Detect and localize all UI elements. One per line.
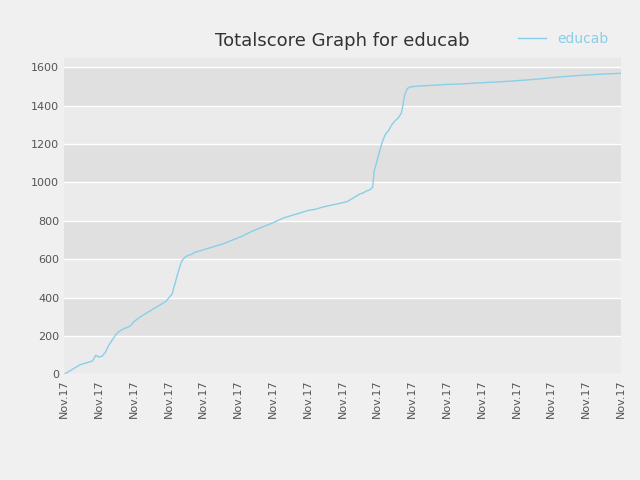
Legend: educab: educab xyxy=(513,26,614,52)
Bar xyxy=(64,259,621,298)
educab xyxy=(569,73,577,79)
Bar xyxy=(64,298,621,336)
Bar xyxy=(64,221,621,259)
educab xyxy=(60,372,68,377)
Bar xyxy=(64,106,621,144)
Title: Totalscore Graph for educab: Totalscore Graph for educab xyxy=(215,33,470,50)
Line: educab: educab xyxy=(64,73,621,374)
Bar xyxy=(64,182,621,221)
educab xyxy=(168,291,176,297)
educab xyxy=(115,329,122,335)
educab xyxy=(585,72,593,78)
educab xyxy=(407,84,415,90)
educab xyxy=(175,268,182,274)
Bar xyxy=(64,144,621,182)
Bar xyxy=(64,67,621,106)
Bar xyxy=(64,336,621,374)
educab xyxy=(617,71,625,76)
